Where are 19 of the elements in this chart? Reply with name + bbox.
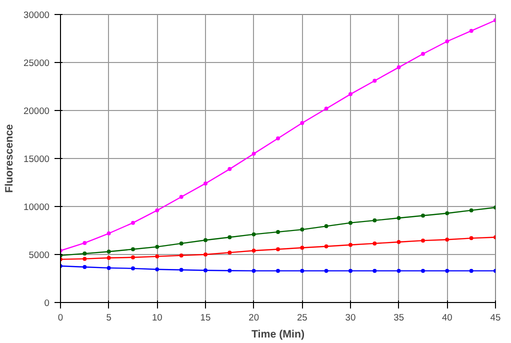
x-tick-label: 35 [394,312,404,322]
x-tick-label: 20 [248,312,260,322]
y-axis-title: Fluorescence [4,124,16,193]
x-tick-label: 5 [106,312,112,322]
y-tick-label: 10000 [24,202,50,212]
x-tick-label: 25 [296,312,308,322]
x-axis-title: Time (Min) [251,328,305,340]
x-tick-label: 45 [490,312,501,322]
y-tick-label: 5000 [28,250,50,260]
y-tick-label: 15000 [24,154,50,164]
y-tick-label: 30000 [24,10,50,20]
x-tick-label: 10 [152,312,162,322]
y-tick-label: 25000 [24,58,50,68]
x-tick-label: 30 [345,312,356,322]
x-tick-label: 0 [58,312,64,322]
y-tick-label: 20000 [24,106,50,116]
x-tick-label: 40 [442,312,452,322]
x-tick-label: 15 [200,312,211,322]
y-tick-label: 0 [44,298,50,308]
